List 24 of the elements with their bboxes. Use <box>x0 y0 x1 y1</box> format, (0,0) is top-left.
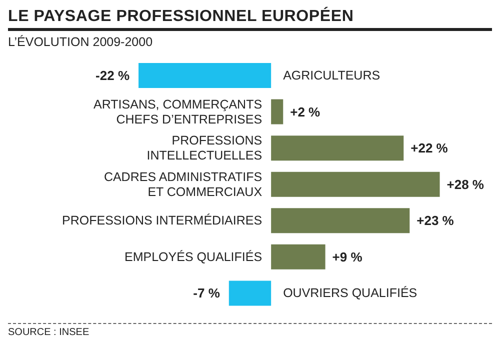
chart-subtitle: L’ÉVOLUTION 2009-2000 <box>8 35 154 49</box>
source-note: SOURCE : INSEE <box>8 323 492 338</box>
data-label: -22 % <box>96 68 130 83</box>
chart-title: LE PAYSAGE PROFESSIONNEL EUROPÉEN <box>8 8 492 31</box>
data-label: +9 % <box>332 249 363 264</box>
bar <box>271 208 410 234</box>
bar <box>271 172 440 197</box>
y-tick-label: AGRICULTEURS <box>283 68 380 82</box>
data-label: +23 % <box>416 213 454 228</box>
data-label: -7 % <box>193 286 220 301</box>
y-tick-label: PROFESSIONS INTERMÉDIAIRES <box>62 214 262 228</box>
data-label: +2 % <box>290 104 321 120</box>
bar <box>271 244 326 270</box>
y-tick-label: CADRES ADMINISTRATIFS ET COMMERCIAUX <box>104 170 263 199</box>
data-label: +22 % <box>410 140 448 156</box>
bar <box>228 280 272 306</box>
y-tick-label: OUVRIERS QUALIFIÉS <box>283 286 418 300</box>
y-tick-label: ARTISANS, COMMERÇANTS CHEFS D’ENTREPRISES <box>94 97 262 126</box>
bar <box>271 136 404 161</box>
data-label: +28 % <box>446 176 484 192</box>
bar <box>138 63 272 88</box>
y-tick-label: EMPLOYÉS QUALIFIÉS <box>124 250 262 264</box>
bar <box>271 99 284 124</box>
y-tick-label: PROFESSIONS INTELLECTUELLES <box>146 134 262 163</box>
